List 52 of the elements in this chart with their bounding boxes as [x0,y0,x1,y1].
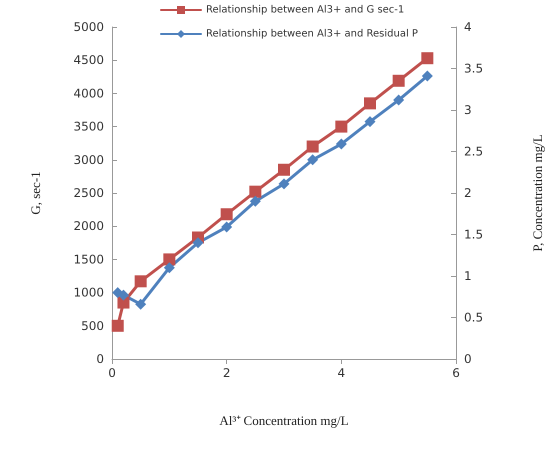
y-axis-title: G, sec-1 [28,171,43,215]
x-tick-label: 6 [452,366,460,380]
point [164,262,175,274]
point [192,237,204,248]
point [250,196,261,207]
y2-axis-title: P, Concentration mg/L [530,134,545,252]
point [249,186,262,198]
y2-tick-label: 2.5 [464,144,484,158]
point [393,94,404,106]
x-tick-label: 4 [338,366,346,380]
y2-tick-label: 1.5 [464,228,484,242]
point [421,52,434,64]
y-tick-label: 500 [81,318,104,333]
y2-tick-label: 4 [464,20,472,34]
point [364,116,376,128]
y-tick-label: 2500 [73,186,104,200]
y2-tick-label: 2 [464,186,472,200]
y-tick-label: 2000 [73,219,104,234]
y-tick-label: 5000 [73,20,104,34]
point [335,120,348,133]
point [306,140,319,153]
y-tick-label: 3500 [73,120,104,134]
point [112,320,124,332]
legend-label: Relationship between Al3+ and Residual P [206,28,418,40]
y-tick-label: 3000 [73,152,104,167]
y2-tick-label: 1 [464,269,472,283]
point [163,253,176,266]
point [336,138,347,150]
y2-tick-label: 0.5 [464,310,484,324]
point [220,208,233,220]
x-axis-title: Al³⁺ Concentration mg/L [219,413,349,428]
point [118,290,129,301]
point [307,154,318,166]
point [392,74,405,87]
y-tick-label: 4000 [73,86,104,100]
y-tick-label: 0 [96,352,104,366]
point [422,70,433,82]
y2-tick-label: 0 [464,352,472,366]
point [278,164,290,176]
y-tick-label: 1500 [73,252,104,266]
y2-tick-label: 3.5 [464,62,484,76]
point [135,298,146,310]
x-tick-label: 2 [222,366,230,380]
point [364,97,376,110]
point [278,178,290,190]
y2-tick-label: 3 [464,103,472,117]
y-tick-label: 1000 [73,286,104,300]
legend-label: Relationship between Al3+ and G sec-1 [206,4,404,16]
y-tick-label: 4500 [73,53,104,68]
point [221,222,232,233]
x-tick-label: 0 [108,366,116,380]
point [134,275,147,288]
